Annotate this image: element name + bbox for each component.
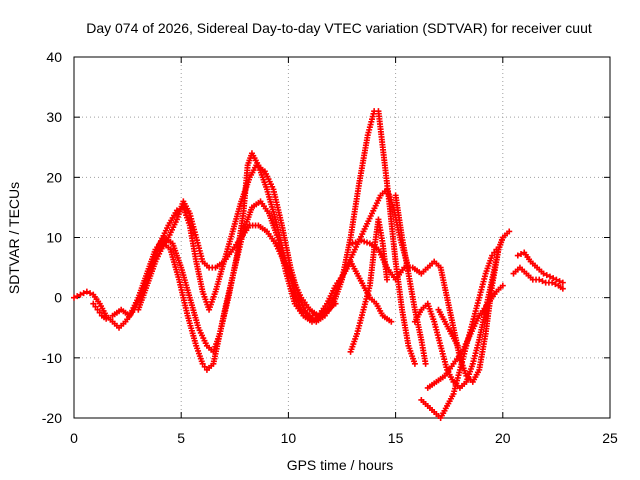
x-tick-label: 0 — [70, 430, 78, 446]
data-point — [556, 278, 563, 285]
data-point — [358, 237, 365, 244]
data-point — [550, 275, 557, 282]
y-axis-label: SDTVAR / TECUs — [6, 182, 22, 294]
y-tick-label: 40 — [46, 49, 62, 65]
data-point — [491, 249, 498, 256]
data-point — [71, 294, 77, 301]
y-tick-label: -20 — [42, 410, 62, 426]
y-tick-label: 10 — [46, 230, 62, 246]
y-tick-label: 20 — [46, 169, 62, 185]
data-point — [352, 239, 359, 246]
data-point — [553, 276, 560, 283]
data-point — [74, 293, 81, 300]
data-point — [94, 306, 101, 313]
data-point — [77, 291, 84, 298]
x-axis-label: GPS time / hours — [287, 457, 394, 473]
data-point — [80, 290, 87, 297]
x-tick-label: 25 — [602, 430, 618, 446]
x-tick-label: 20 — [495, 430, 511, 446]
data-point — [332, 300, 339, 307]
data-point — [546, 273, 553, 280]
y-tick-label: 30 — [46, 109, 62, 125]
data-point — [361, 238, 368, 245]
data-point — [499, 282, 506, 289]
data-point — [103, 315, 110, 322]
data-point — [349, 240, 356, 247]
data-point — [536, 276, 543, 283]
data-point — [364, 239, 371, 246]
data-point — [493, 246, 500, 253]
data-point — [201, 363, 208, 370]
data-point — [355, 238, 362, 245]
grid — [74, 57, 610, 418]
y-tick-label: 0 — [54, 290, 62, 306]
data-point — [199, 360, 206, 367]
data-point — [559, 279, 566, 286]
data-point — [90, 300, 97, 307]
chart-title: Day 074 of 2026, Sidereal Day-to-day VTE… — [86, 20, 592, 36]
data-point — [489, 252, 496, 259]
data-point — [92, 303, 99, 310]
data-point — [384, 276, 391, 283]
y-tick-label: -10 — [42, 350, 62, 366]
axis-ticks: 0 5 10 15 20 25 -20 -10 0 10 20 30 40 — [42, 49, 618, 446]
data-point — [540, 270, 547, 277]
data-point — [454, 342, 461, 349]
data-point — [388, 318, 395, 325]
data-point — [549, 279, 556, 286]
data-point — [411, 360, 418, 367]
data-point — [87, 290, 94, 297]
data-point — [514, 252, 521, 259]
data-point — [96, 309, 103, 316]
data-point — [422, 360, 429, 367]
data-point — [559, 285, 566, 292]
data-point — [552, 281, 559, 288]
data-point — [543, 272, 550, 279]
data-point — [539, 278, 546, 285]
data-marks — [71, 108, 566, 421]
x-tick-label: 5 — [177, 430, 185, 446]
x-tick-label: 15 — [388, 430, 404, 446]
data-point — [83, 288, 90, 295]
data-point — [506, 228, 513, 235]
x-tick-label: 10 — [281, 430, 297, 446]
